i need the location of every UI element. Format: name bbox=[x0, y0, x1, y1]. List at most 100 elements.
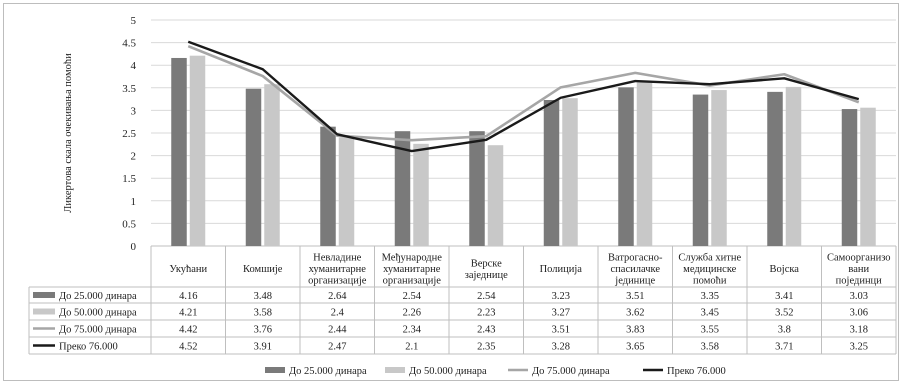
x-tick-label-line: Полиција bbox=[540, 264, 583, 275]
table-series-name: Преко 76.000 bbox=[59, 342, 118, 353]
chart-frame bbox=[3, 3, 899, 381]
x-tick-label: Укућани bbox=[169, 264, 207, 275]
table-value: 2.26 bbox=[403, 308, 421, 319]
x-tick-label-line: организације bbox=[383, 276, 442, 287]
bar bbox=[264, 84, 280, 247]
table-series-name: До 50.000 динара bbox=[59, 308, 137, 319]
table-value: 3.35 bbox=[701, 291, 719, 302]
x-tick-label: Ватрогасно-спасилачке јединице bbox=[608, 253, 663, 287]
bar bbox=[692, 94, 709, 246]
x-tick-label: Служба хитне медицинске помоћи bbox=[678, 253, 741, 287]
table-value: 3.51 bbox=[626, 291, 644, 302]
table-value: 2.4 bbox=[331, 308, 345, 319]
table-value: 3.25 bbox=[850, 342, 868, 353]
legend-label: До 25.000 динара bbox=[289, 366, 367, 377]
x-tick-label-line: Невладине bbox=[313, 253, 362, 264]
table-value: 2.47 bbox=[328, 342, 346, 353]
x-tick-label-line: појединци bbox=[836, 276, 883, 287]
x-tick-label: Невладине хуманитарне организације bbox=[308, 253, 367, 287]
legend-label: До 75.000 динара bbox=[532, 366, 610, 377]
table-value: 2.64 bbox=[328, 291, 347, 302]
bar bbox=[562, 98, 578, 246]
x-tick-label-line: Служба хитне bbox=[678, 253, 741, 264]
table-value: 3.71 bbox=[775, 342, 793, 353]
table-value: 2.34 bbox=[403, 325, 422, 336]
table-value: 3.91 bbox=[254, 342, 272, 353]
x-tick-label-line: заједнице bbox=[465, 270, 508, 281]
table-value: 3.06 bbox=[850, 308, 868, 319]
series-line bbox=[187, 40, 860, 153]
x-tick-label-line: Међународне bbox=[382, 253, 443, 264]
table-series-name: До 75.000 динара bbox=[59, 325, 137, 336]
table-series-name: До 25.000 динара bbox=[59, 291, 137, 302]
bar bbox=[245, 88, 262, 246]
y-tick-label: 0 bbox=[131, 241, 137, 253]
table-value: 2.54 bbox=[477, 291, 496, 302]
x-tick-label: Међународне хуманитарне организације bbox=[382, 253, 443, 287]
x-tick-label-line: Укућани bbox=[169, 264, 207, 275]
y-tick-label: 4.5 bbox=[122, 38, 136, 50]
y-tick-label: 4 bbox=[131, 60, 137, 72]
table-value: 3.55 bbox=[701, 325, 719, 336]
table-value: 4.16 bbox=[179, 291, 197, 302]
x-tick-label: Полиција bbox=[540, 264, 583, 275]
y-tick-label: 3 bbox=[131, 105, 137, 117]
x-tick-label-line: јединице bbox=[614, 276, 655, 287]
table-value: 2.44 bbox=[328, 325, 347, 336]
table-value: 3.03 bbox=[850, 291, 868, 302]
x-tick-label-line: Ватрогасно- bbox=[608, 253, 663, 264]
table-value: 2.35 bbox=[477, 342, 495, 353]
x-tick-label: Комшије bbox=[243, 264, 283, 275]
table-value: 2.43 bbox=[477, 325, 495, 336]
table-value: 3.23 bbox=[552, 291, 570, 302]
table-value: 2.54 bbox=[403, 291, 422, 302]
bar bbox=[487, 145, 504, 246]
y-tick-label: 3.5 bbox=[122, 83, 136, 95]
y-tick-label: 2 bbox=[131, 151, 137, 163]
x-tick-label: Самоорганизо вани појединци bbox=[827, 253, 891, 287]
table-value: 4.21 bbox=[179, 308, 197, 319]
x-tick-label-line: медицинске bbox=[683, 264, 736, 275]
x-tick-label: Војска bbox=[770, 264, 800, 275]
table-value: 3.65 bbox=[626, 342, 644, 353]
bar-series bbox=[189, 55, 876, 247]
bar bbox=[711, 90, 727, 246]
table-legend-key bbox=[33, 308, 55, 315]
y-tick-label: 5 bbox=[131, 15, 137, 27]
y-tick-label: 1.5 bbox=[122, 173, 136, 185]
bar bbox=[394, 131, 411, 246]
x-tick-label-line: Самоорганизо bbox=[827, 253, 891, 264]
bar bbox=[860, 107, 876, 246]
x-tick-label-line: Верске bbox=[471, 258, 502, 269]
series-line bbox=[187, 45, 860, 142]
bar-series bbox=[171, 57, 858, 247]
bar bbox=[320, 126, 336, 246]
table-value: 3.52 bbox=[775, 308, 793, 319]
table-legend-key bbox=[33, 292, 55, 298]
bar bbox=[338, 137, 355, 246]
y-tick-label: 1 bbox=[131, 196, 137, 208]
table-value: 3.58 bbox=[254, 308, 272, 319]
bar bbox=[189, 55, 206, 246]
table-value: 3.18 bbox=[850, 325, 868, 336]
table-value: 3.8 bbox=[778, 325, 791, 336]
table-value: 3.76 bbox=[254, 325, 272, 336]
y-tick-label: 0.5 bbox=[122, 218, 136, 230]
legend-label: Преко 76.000 bbox=[667, 366, 726, 377]
x-tick-label-line: Војска bbox=[770, 264, 800, 275]
x-tick-label-line: помоћи bbox=[693, 276, 727, 287]
table-value: 4.42 bbox=[179, 325, 197, 336]
bar bbox=[469, 131, 485, 246]
table-value: 3.83 bbox=[626, 325, 644, 336]
y-tick-label: 2.5 bbox=[122, 128, 136, 140]
bar bbox=[618, 87, 634, 247]
y-axis-label: Ликертова скала очекивања помоћи bbox=[63, 53, 74, 213]
x-tick-label: Верске заједнице bbox=[465, 258, 508, 281]
legend-label: До 50.000 динара bbox=[409, 366, 487, 377]
bar bbox=[841, 109, 858, 246]
legend-key bbox=[265, 367, 285, 373]
bar bbox=[636, 82, 653, 246]
bar bbox=[543, 100, 560, 246]
bar bbox=[767, 91, 783, 246]
